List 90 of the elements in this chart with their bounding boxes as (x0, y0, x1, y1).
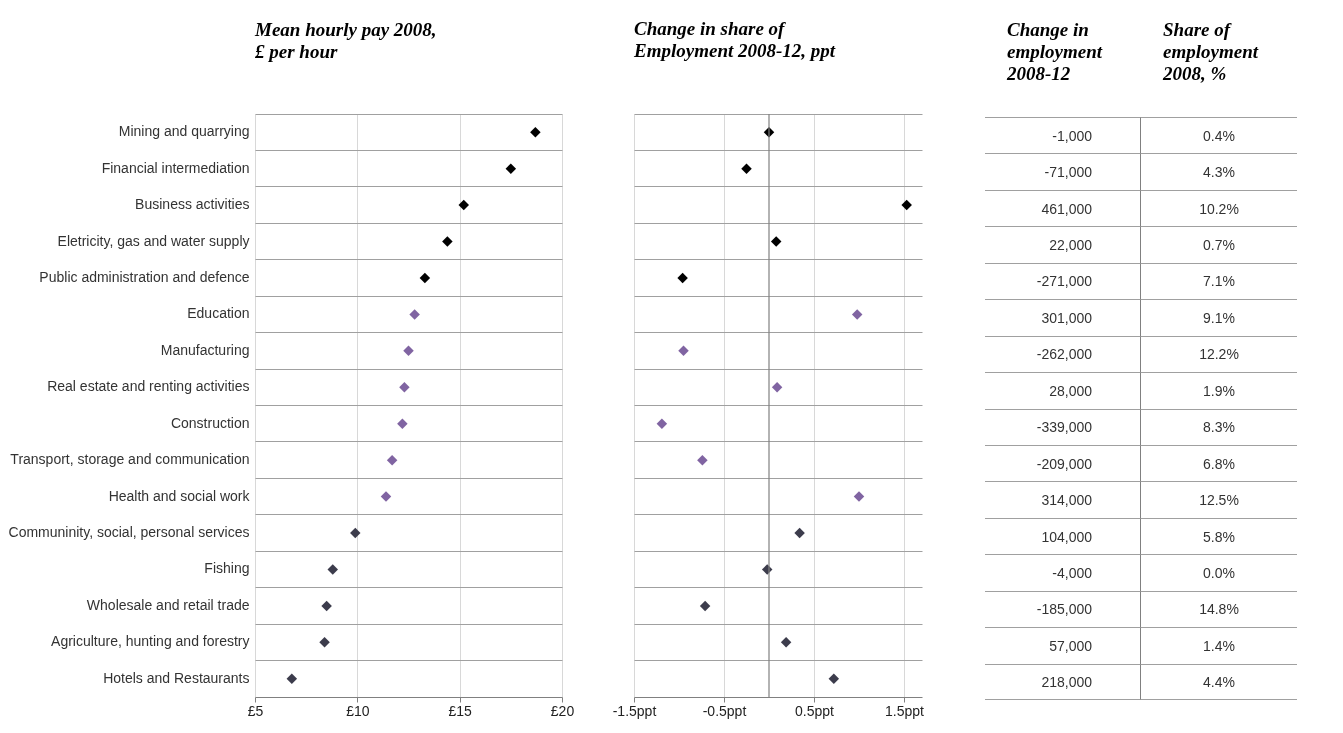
point (770, 236, 782, 247)
text: 1.9% (1203, 382, 1235, 399)
point (780, 637, 792, 648)
point (530, 126, 541, 138)
x-tick-label: 1.5ppt (885, 702, 925, 719)
x-tick-label: £20 (550, 702, 575, 719)
text: 0.7% (1203, 237, 1235, 254)
text: 7.1% (1203, 273, 1235, 290)
y-tick-label: Health and social work (108, 487, 251, 504)
point (853, 491, 865, 502)
y-tick-label: Manufacturing (160, 341, 250, 358)
text: 12.5% (1199, 492, 1239, 509)
point (771, 382, 783, 393)
point (851, 309, 863, 320)
point (699, 600, 711, 612)
text: -271,000 (1036, 273, 1092, 290)
text: 218,000 (1041, 673, 1092, 690)
y-tick-label: Real estate and renting activities (47, 378, 250, 395)
y-tick-label: Mining and quarrying (118, 123, 250, 140)
y-tick-label: Fishing (204, 560, 250, 577)
y-tick-label: Communinity, social, personal services (8, 524, 250, 541)
text: 0.4% (1203, 127, 1235, 144)
point (380, 491, 392, 502)
x-tick-label: 0.5ppt (795, 702, 835, 719)
x-tick-label: £15 (448, 702, 473, 719)
point (442, 236, 453, 247)
text: 0.0% (1203, 564, 1235, 581)
text: 1.4% (1203, 637, 1235, 654)
x-tick-label: -0.5ppt (702, 702, 747, 719)
x-tick-label: £5 (247, 702, 264, 719)
y-tick-label: Transport, storage and communication (10, 451, 250, 468)
point (321, 600, 332, 612)
text: 28,000 (1049, 382, 1092, 399)
point (399, 382, 410, 393)
point (677, 272, 688, 284)
text: -262,000 (1036, 346, 1092, 363)
point (741, 163, 752, 174)
point (697, 454, 708, 466)
point (397, 418, 408, 429)
text: -1,000 (1052, 127, 1092, 144)
x-tick-label: -1.5ppt (612, 702, 657, 719)
text: Share of employment 2008, % (1162, 19, 1260, 86)
text: -209,000 (1036, 455, 1092, 472)
text: -339,000 (1036, 419, 1092, 436)
x-tick-label: £10 (346, 702, 370, 719)
text: 4.3% (1203, 164, 1235, 181)
y-tick-label: Education (187, 305, 250, 322)
text: 8.3% (1203, 419, 1235, 436)
y-tick-label: Business activities (135, 196, 250, 213)
text: 10.2% (1199, 200, 1239, 217)
text: 5.8% (1203, 528, 1235, 545)
text: -71,000 (1044, 164, 1092, 181)
y-tick-label: Eletricity, gas and water supply (57, 232, 250, 249)
text: -185,000 (1036, 601, 1092, 618)
text: 6.8% (1203, 455, 1235, 472)
text: Change in employment 2008-12 (1006, 19, 1104, 86)
point (794, 527, 805, 539)
chart-title: Change in share of Employment 2008-12, ppt (633, 18, 836, 62)
y-tick-label: Wholesale and retail trade (86, 596, 250, 613)
y-tick-label: Agriculture, hunting and forestry (51, 633, 250, 650)
point (286, 673, 298, 685)
point (386, 454, 398, 466)
point (678, 345, 689, 357)
point (505, 163, 517, 174)
point (458, 199, 469, 211)
point (419, 272, 431, 284)
text: 461,000 (1041, 200, 1092, 217)
y-tick-label: Construction (170, 414, 250, 431)
chart-title: Mean hourly pay 2008, £ per hour (254, 19, 437, 62)
point (350, 527, 361, 539)
text: 9.1% (1203, 309, 1235, 326)
y-tick-label: Financial intermediation (101, 159, 250, 176)
text: -4,000 (1052, 564, 1092, 581)
text: 22,000 (1049, 237, 1092, 254)
text: 4.4% (1203, 673, 1235, 690)
point (409, 309, 420, 320)
text: 301,000 (1041, 309, 1092, 326)
y-tick-label: Hotels and Restaurants (103, 669, 250, 686)
point (828, 673, 840, 685)
text: 104,000 (1041, 528, 1092, 545)
text: 314,000 (1041, 492, 1092, 509)
point (901, 199, 912, 211)
y-tick-label: Public administration and defence (39, 268, 250, 285)
point (656, 418, 668, 429)
point (319, 637, 330, 648)
text: 12.2% (1199, 346, 1239, 363)
point (327, 564, 339, 575)
text: 14.8% (1199, 601, 1239, 618)
text: 57,000 (1049, 637, 1092, 654)
point (403, 345, 414, 357)
